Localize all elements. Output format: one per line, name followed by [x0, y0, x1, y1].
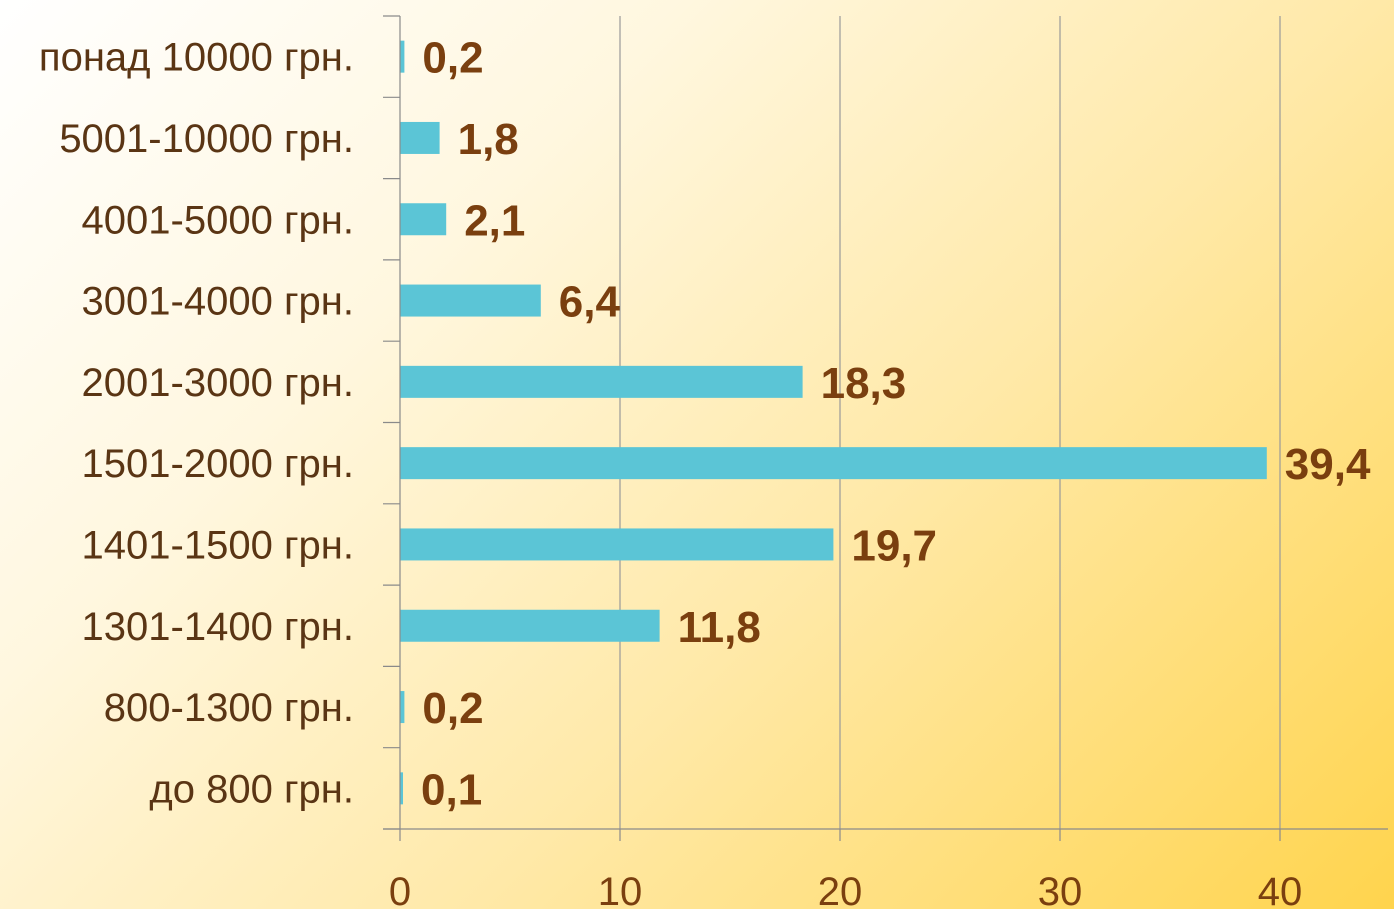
data-label: 1,8 [458, 115, 519, 164]
x-tick-label: 10 [598, 870, 643, 909]
data-label: 2,1 [464, 196, 525, 245]
grid-layer [619, 16, 1281, 829]
category-label: до 800 грн. [149, 767, 354, 811]
bar [400, 609, 660, 642]
x-tick-label: 20 [818, 870, 863, 909]
data-label: 0,2 [422, 684, 483, 733]
bar [400, 365, 803, 398]
bar [400, 284, 541, 317]
label-layer: понад 10000 грн. 0,2 5001-10000 грн. 1,8 400… [39, 34, 1371, 815]
data-label: 6,4 [559, 278, 621, 327]
category-label: 1301-1400 грн. [82, 605, 354, 649]
bar [400, 40, 405, 73]
bar [400, 121, 440, 154]
bar [400, 203, 447, 236]
bar [400, 691, 405, 724]
category-label: 3001-4000 грн. [82, 280, 354, 324]
bar [400, 772, 403, 805]
category-label: 2001-3000 грн. [82, 361, 354, 405]
data-label: 18,3 [821, 359, 907, 408]
category-label: 4001-5000 грн. [82, 198, 354, 242]
x-tick-label: 0 [389, 870, 411, 909]
bar [400, 447, 1267, 480]
data-label: 0,2 [422, 34, 483, 83]
category-label: 5001-10000 грн. [59, 117, 354, 161]
data-label: 0,1 [421, 765, 482, 814]
data-label: 39,4 [1285, 440, 1371, 489]
x-tick-label: 40 [1258, 870, 1303, 909]
x-tick-label: 30 [1038, 870, 1083, 909]
axis-layer: 0 10 20 30 40 [383, 15, 1388, 909]
bar-layer [400, 40, 1267, 805]
category-label: понад 10000 грн. [39, 36, 354, 80]
category-label: 800-1300 грн. [104, 686, 354, 730]
category-label: 1501-2000 грн. [82, 442, 354, 486]
category-label: 1401-1500 грн. [82, 523, 354, 567]
data-label: 19,7 [851, 521, 937, 570]
data-label: 11,8 [678, 603, 761, 652]
bar [400, 528, 834, 561]
